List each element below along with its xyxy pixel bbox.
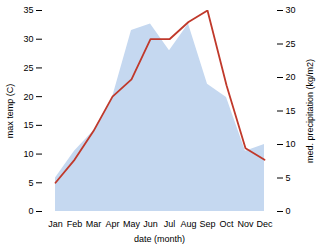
svg-text:Feb: Feb xyxy=(67,219,83,229)
svg-text:20: 20 xyxy=(286,72,296,82)
svg-text:10: 10 xyxy=(23,149,33,159)
svg-text:Aug: Aug xyxy=(180,219,196,229)
svg-text:max temp (C): max temp (C) xyxy=(5,84,15,139)
svg-text:15: 15 xyxy=(23,120,33,130)
svg-text:Nov: Nov xyxy=(237,219,254,229)
svg-text:Oct: Oct xyxy=(219,219,234,229)
svg-text:Dec: Dec xyxy=(256,219,273,229)
svg-text:0: 0 xyxy=(286,206,291,216)
svg-text:30: 30 xyxy=(23,34,33,44)
svg-text:0: 0 xyxy=(28,206,33,216)
svg-text:Apr: Apr xyxy=(105,219,119,229)
svg-text:Jul: Jul xyxy=(164,219,176,229)
svg-text:15: 15 xyxy=(286,106,296,116)
svg-text:5: 5 xyxy=(28,178,33,188)
svg-text:date (month): date (month) xyxy=(134,234,185,244)
svg-text:med. precipitation (kg/m2): med. precipitation (kg/m2) xyxy=(305,59,315,163)
svg-text:5: 5 xyxy=(286,173,291,183)
svg-text:Sep: Sep xyxy=(199,219,215,229)
svg-text:10: 10 xyxy=(286,139,296,149)
svg-text:Mar: Mar xyxy=(86,219,102,229)
svg-text:25: 25 xyxy=(286,39,296,49)
svg-text:20: 20 xyxy=(23,92,33,102)
svg-text:35: 35 xyxy=(23,5,33,15)
svg-text:30: 30 xyxy=(286,5,296,15)
svg-text:Jan: Jan xyxy=(48,219,63,229)
svg-text:25: 25 xyxy=(23,63,33,73)
svg-text:May: May xyxy=(123,219,141,229)
svg-text:Jun: Jun xyxy=(143,219,158,229)
